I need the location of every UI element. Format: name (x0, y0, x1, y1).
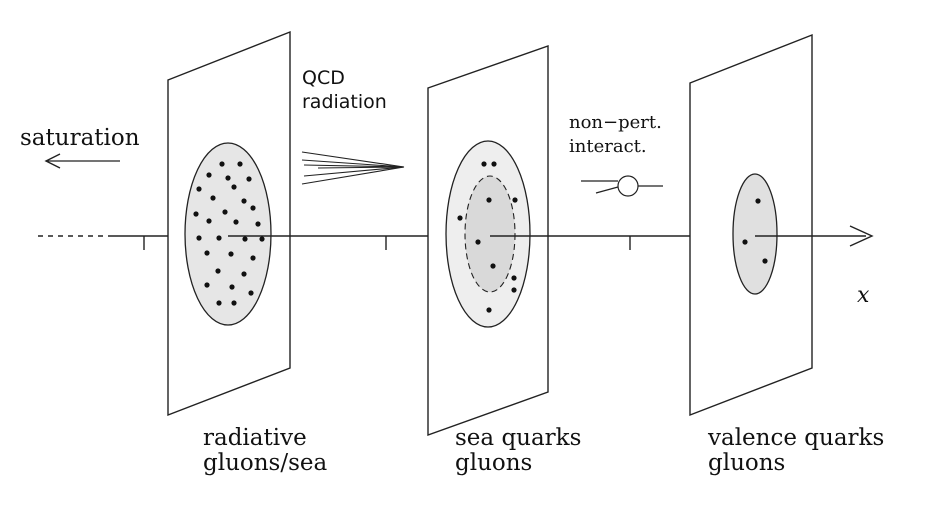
axis-arrowhead (849, 225, 874, 247)
valence-ellipse (732, 173, 778, 295)
panel1-caption-line2: gluons/sea (203, 450, 328, 476)
x-axis-label: x (857, 283, 870, 308)
parton-dots (193, 161, 265, 306)
panel3-caption-line2: gluons (708, 450, 785, 476)
saturation-arrow (44, 153, 120, 169)
panel1-caption-line1: radiative (203, 425, 307, 451)
parton-dots (457, 161, 518, 313)
nonpert-interaction-symbol (581, 175, 663, 197)
saturation-label: saturation (20, 125, 140, 151)
inner-dashed-ellipse (464, 175, 516, 293)
panel-sea (427, 45, 549, 436)
nonpert-label-line1: non−pert. (569, 112, 662, 133)
panel-valence (689, 33, 813, 417)
qcd-label-line2: radiation (302, 91, 387, 113)
panel2-caption-line1: sea quarks (455, 425, 581, 451)
qcd-radiation-branching (301, 151, 405, 185)
qcd-label-line1: QCD (302, 67, 345, 89)
nonpert-label-line2: interact. (569, 136, 647, 157)
panel3-caption-line1: valence quarks (707, 425, 884, 451)
parton-ellipse (184, 142, 272, 326)
panel2-caption-line2: gluons (455, 450, 532, 476)
panel-radiative (167, 30, 291, 417)
parton-dots (742, 198, 768, 264)
